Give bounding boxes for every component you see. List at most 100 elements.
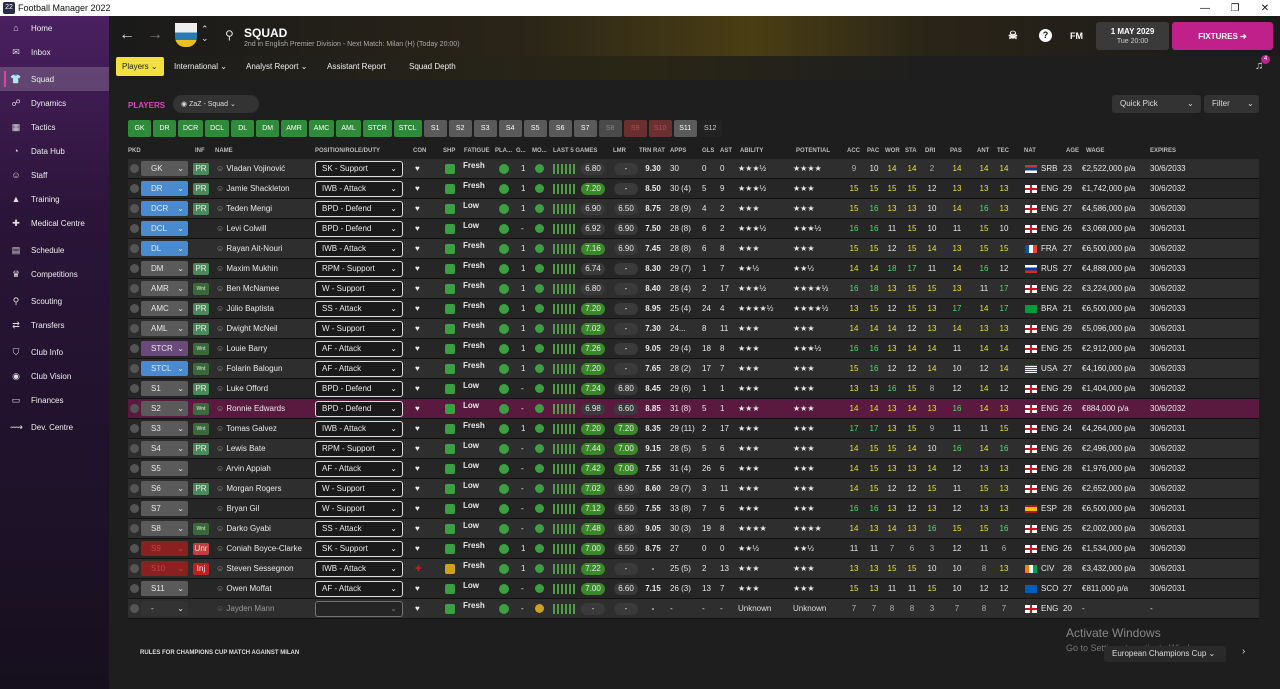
table-row[interactable]: AMC ⌄ PR ☺ Júlio Baptista SS - Attack ⌄ ♥ Fresh… (128, 299, 1259, 319)
role-selector[interactable]: IWB - Attack ⌄ (315, 561, 403, 577)
table-row[interactable]: GK ⌄ PR ☺ Vladan Vojinović SK - Support ⌄ ♥ Fre… (128, 159, 1259, 179)
pick-radio[interactable] (130, 424, 139, 433)
table-row[interactable]: S3 ⌄ Wnt ☺ Tomas Galvez IWB - Attack ⌄ ♥ Fresh 1… (128, 419, 1259, 439)
pick-radio[interactable] (130, 244, 139, 253)
player-name[interactable]: ☺ Owen Moffat (216, 579, 272, 599)
sidebar-item-scouting[interactable]: ⚲ Scouting (0, 289, 109, 313)
champions-cup-rules-link[interactable]: RULES FOR CHAMPIONS CUP MATCH AGAINST MI… (140, 650, 300, 656)
player-name[interactable]: ☺ Coniah Boyce-Clarke (216, 539, 302, 559)
pick-radio[interactable] (130, 284, 139, 293)
pick-radio[interactable] (130, 444, 139, 453)
pick-radio[interactable] (130, 504, 139, 513)
info-badge[interactable]: Wnt (193, 403, 209, 415)
table-row[interactable]: S11 ⌄ ☺ Owen Moffat AF - Attack ⌄ ♥ Low - 7.00 6.… (128, 579, 1259, 599)
info-badge[interactable]: PR (193, 483, 209, 495)
info-badge[interactable]: PR (193, 203, 209, 215)
table-row[interactable]: S7 ⌄ ☺ Bryan Gil W - Support ⌄ ♥ Low - 7.12 6.50 7… (128, 499, 1259, 519)
pick-radio[interactable] (130, 604, 139, 613)
info-badge[interactable]: Wnt (193, 343, 209, 355)
position-tab-s9[interactable]: S9 (623, 120, 647, 137)
sidebar-item-medical-centre[interactable]: ✚ Medical Centre (0, 211, 109, 235)
player-name[interactable]: ☺ Dwight McNeil (216, 319, 278, 339)
info-badge[interactable]: PR (193, 303, 209, 315)
role-selector[interactable]: BPD - Defend ⌄ (315, 401, 403, 417)
position-tab-stcl[interactable]: STCL (393, 120, 422, 137)
role-selector[interactable]: SK - Support ⌄ (315, 541, 403, 557)
table-row[interactable]: DCL ⌄ ☺ Levi Colwill BPD - Defend ⌄ ♥ Low - 6.92… (128, 219, 1259, 239)
position-tab-s4[interactable]: S4 (498, 120, 522, 137)
info-badge[interactable]: Unr (193, 543, 209, 555)
role-selector[interactable]: IWB - Attack ⌄ (315, 421, 403, 437)
table-row[interactable]: DR ⌄ PR ☺ Jamie Shackleton IWB - Attack ⌄ ♥ Fre… (128, 179, 1259, 199)
info-badge[interactable]: PR (193, 383, 209, 395)
table-row[interactable]: S1 ⌄ PR ☺ Luke Offord BPD - Defend ⌄ ♥ Low - 7.24… (128, 379, 1259, 399)
back-arrow-icon[interactable]: ← (119, 26, 135, 43)
filter-button[interactable]: Filter ⌄ (1204, 95, 1259, 113)
sidebar-item-home[interactable]: ⌂ Home (0, 16, 109, 40)
pick-radio[interactable] (130, 364, 139, 373)
table-row[interactable]: S9 ⌄ Unr ☺ Coniah Boyce-Clarke SK - Support ⌄… (128, 539, 1259, 559)
pick-radio[interactable] (130, 484, 139, 493)
role-selector[interactable]: AF - Attack ⌄ (315, 581, 403, 597)
competition-selector[interactable]: European Champions Cup ⌄ (1104, 646, 1226, 662)
forward-arrow-icon[interactable]: → (147, 26, 163, 43)
position-tab-dcr[interactable]: DCR (178, 120, 204, 137)
column-header-pac[interactable]: PAC (867, 148, 880, 154)
position-tab-s2[interactable]: S2 (448, 120, 472, 137)
pick-radio[interactable] (130, 184, 139, 193)
info-badge[interactable]: Wnt (193, 363, 209, 375)
pick-radio[interactable] (130, 204, 139, 213)
position-tab-stcr[interactable]: STCR (362, 120, 392, 137)
column-header-mo[interactable]: MO... (532, 148, 547, 154)
role-selector[interactable]: W - Support ⌄ (315, 281, 403, 297)
table-row[interactable]: AMR ⌄ Wnt ☺ Ben McNamee W - Support ⌄ ♥ Fresh 1 6… (128, 279, 1259, 299)
player-name[interactable]: ☺ Maxim Mukhin (216, 259, 278, 279)
position-selector[interactable]: S3 ⌄ (141, 421, 188, 436)
tab-international[interactable]: International ⌄ (174, 62, 227, 71)
column-header-con[interactable]: CON (413, 148, 427, 154)
view-selector[interactable]: ◉ ZaZ - Squad ⌄ (173, 95, 259, 113)
role-selector[interactable]: BPD - Defend ⌄ (315, 221, 403, 237)
role-selector[interactable]: AF - Attack ⌄ (315, 461, 403, 477)
role-selector[interactable]: AF - Attack ⌄ (315, 361, 403, 377)
position-tab-s10[interactable]: S10 (648, 120, 672, 137)
column-header-wor[interactable]: WOR (885, 148, 900, 154)
tab-players[interactable]: Players ⌄ (116, 57, 164, 76)
position-tab-s3[interactable]: S3 (473, 120, 497, 137)
pick-radio[interactable] (130, 464, 139, 473)
player-name[interactable]: ☺ Ronnie Edwards (216, 399, 285, 419)
position-tab-dl[interactable]: DL (231, 120, 255, 137)
table-row[interactable]: S6 ⌄ PR ☺ Morgan Rogers W - Support ⌄ ♥ Low - 7.0… (128, 479, 1259, 499)
column-header-nat[interactable]: NAT (1024, 148, 1036, 154)
role-selector[interactable]: RPM - Support ⌄ (315, 261, 403, 277)
search-icon[interactable]: ⚲ (225, 28, 234, 42)
pick-radio[interactable] (130, 304, 139, 313)
role-selector[interactable]: BPD - Defend ⌄ (315, 201, 403, 217)
column-header-dri[interactable]: DRI (925, 148, 936, 154)
sidebar-item-staff[interactable]: ☺ Staff (0, 163, 109, 187)
role-selector[interactable]: SK - Support ⌄ (315, 161, 403, 177)
position-tab-amc[interactable]: AMC (308, 120, 335, 137)
player-name[interactable]: ☺ Vladan Vojinović (216, 159, 285, 179)
info-badge[interactable]: PR (193, 443, 209, 455)
sidebar-item-competitions[interactable]: ♛ Competitions (0, 262, 109, 286)
role-selector[interactable]: W - Support ⌄ (315, 501, 403, 517)
minimize-icon[interactable]: — (1200, 2, 1210, 14)
column-header-lmr[interactable]: LMR (613, 148, 626, 154)
pick-radio[interactable] (130, 524, 139, 533)
club-switch-icon[interactable]: ⌃ ⌄ (201, 24, 209, 43)
column-header-ant[interactable]: ANT (977, 148, 990, 154)
tab-assistant-report[interactable]: Assistant Report (327, 62, 386, 71)
column-header-trn-rat[interactable]: TRN RAT (639, 148, 665, 154)
fm-logo[interactable]: FM (1070, 31, 1083, 41)
club-crest[interactable] (175, 23, 197, 47)
sidebar-item-club-vision[interactable]: ◉ Club Vision (0, 364, 109, 388)
position-tab-gk[interactable]: GK (128, 120, 151, 137)
tab-squad-depth[interactable]: Squad Depth (409, 62, 456, 71)
sidebar-item-data-hub[interactable]: ◔ Data Hub (0, 139, 109, 163)
position-selector[interactable]: AMR ⌄ (141, 281, 188, 296)
table-row[interactable]: STCL ⌄ Wnt ☺ Folarin Balogun AF - Attack ⌄ ♥ Fr… (128, 359, 1259, 379)
player-name[interactable]: ☺ Bryan Gil (216, 499, 259, 519)
info-badge[interactable]: PR (193, 183, 209, 195)
info-badge[interactable]: Wnt (193, 523, 209, 535)
